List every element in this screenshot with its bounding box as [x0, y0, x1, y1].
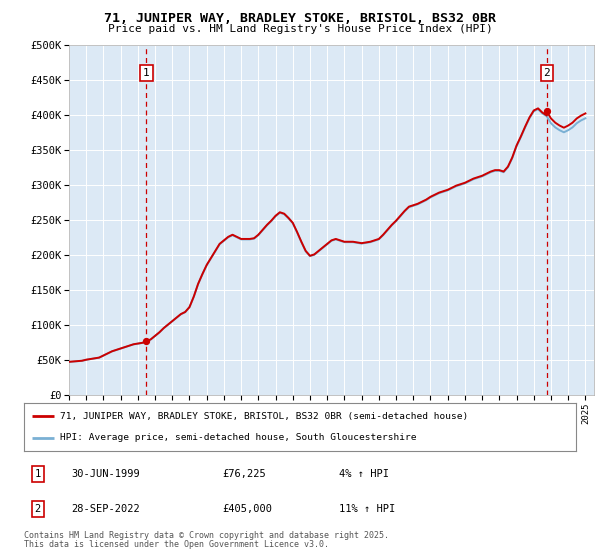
Point	[142, 337, 151, 346]
Text: HPI: Average price, semi-detached house, South Gloucestershire: HPI: Average price, semi-detached house,…	[60, 433, 416, 442]
Text: Contains HM Land Registry data © Crown copyright and database right 2025.: Contains HM Land Registry data © Crown c…	[24, 531, 389, 540]
Text: 11% ↑ HPI: 11% ↑ HPI	[338, 504, 395, 514]
Text: 30-JUN-1999: 30-JUN-1999	[71, 469, 140, 479]
Text: £76,225: £76,225	[223, 469, 266, 479]
Text: 71, JUNIPER WAY, BRADLEY STOKE, BRISTOL, BS32 0BR (semi-detached house): 71, JUNIPER WAY, BRADLEY STOKE, BRISTOL,…	[60, 412, 468, 421]
Text: 1: 1	[35, 469, 41, 479]
Point	[542, 107, 551, 116]
Text: 1: 1	[143, 68, 150, 78]
Text: 2: 2	[543, 68, 550, 78]
Text: Price paid vs. HM Land Registry's House Price Index (HPI): Price paid vs. HM Land Registry's House …	[107, 24, 493, 34]
Text: 28-SEP-2022: 28-SEP-2022	[71, 504, 140, 514]
Text: 71, JUNIPER WAY, BRADLEY STOKE, BRISTOL, BS32 0BR: 71, JUNIPER WAY, BRADLEY STOKE, BRISTOL,…	[104, 12, 496, 25]
Text: 2: 2	[35, 504, 41, 514]
Text: £405,000: £405,000	[223, 504, 273, 514]
Text: 4% ↑ HPI: 4% ↑ HPI	[338, 469, 389, 479]
Text: This data is licensed under the Open Government Licence v3.0.: This data is licensed under the Open Gov…	[24, 540, 329, 549]
